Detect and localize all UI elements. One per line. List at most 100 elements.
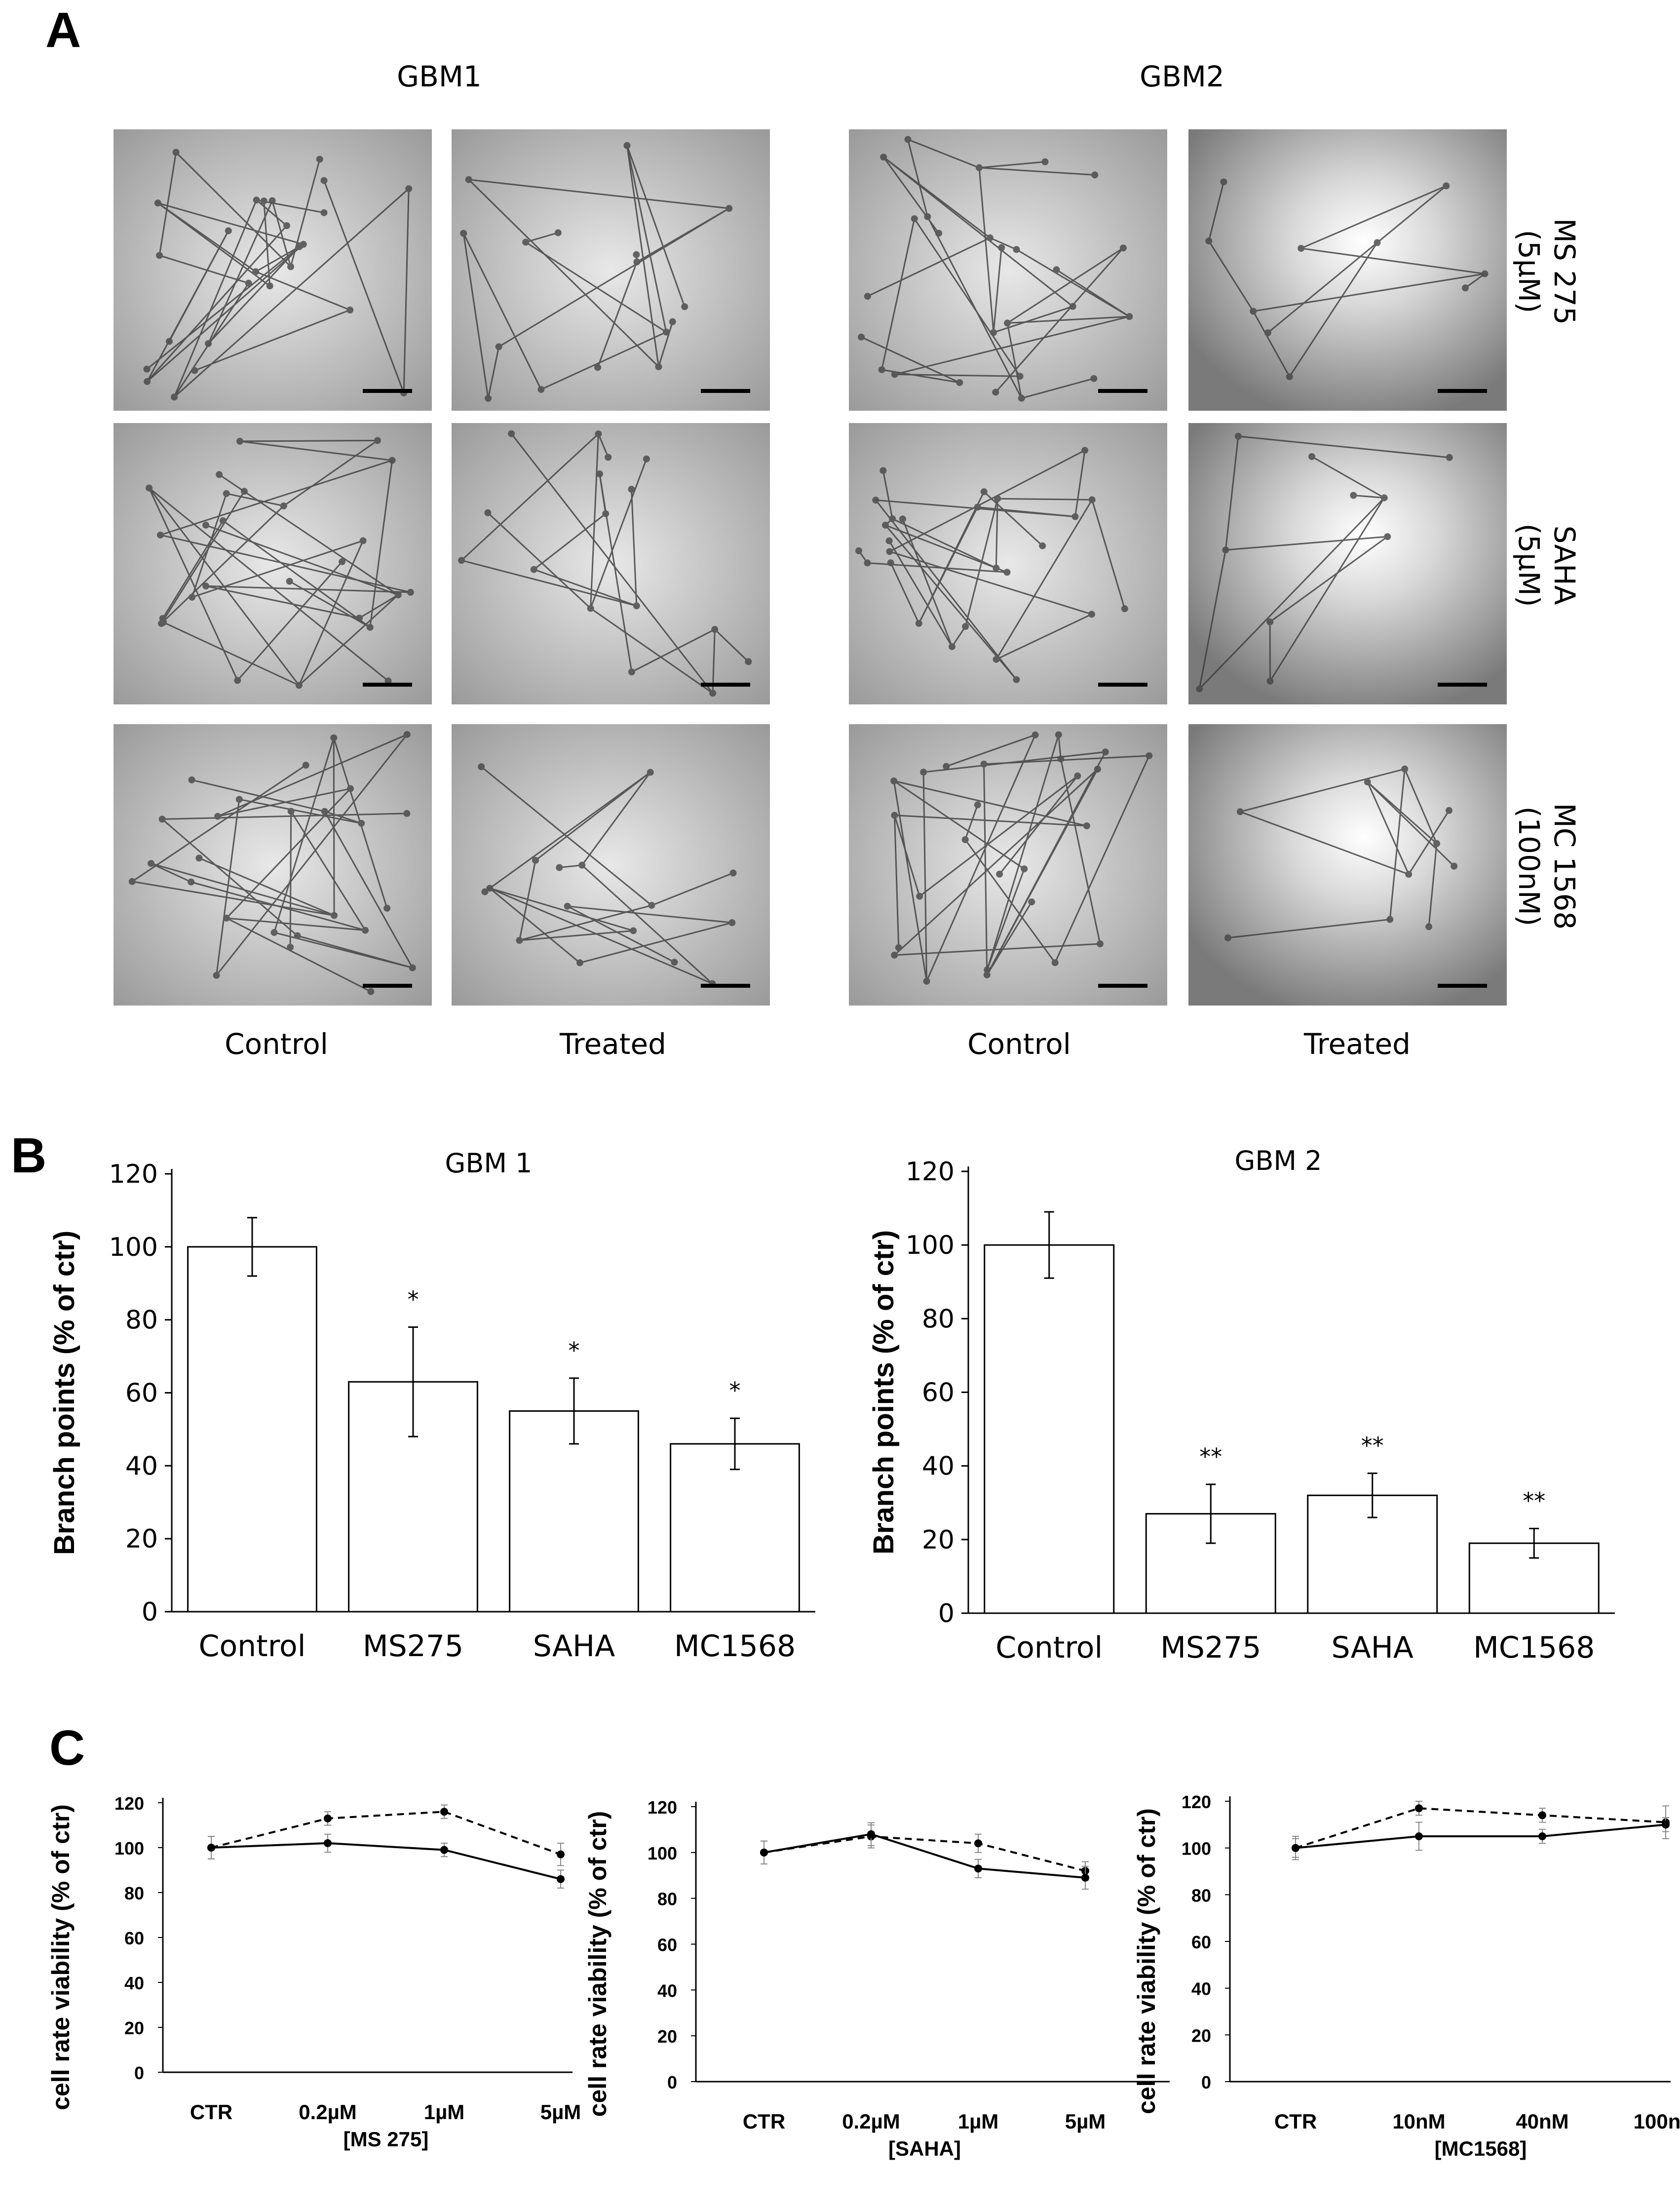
series-line xyxy=(211,1842,561,1880)
data-point xyxy=(557,1850,565,1859)
y-tick-label: 120 xyxy=(1182,1792,1211,1812)
series-line xyxy=(764,1833,1086,1879)
x-tick-label: MS275 xyxy=(1160,1630,1261,1665)
y-tick-label: 0 xyxy=(1201,2072,1211,2092)
x-axis-label: [MS 275] xyxy=(344,2128,429,2151)
significance-marker: ** xyxy=(1523,1487,1545,1514)
x-tick-label: 10nM xyxy=(1392,2110,1445,2133)
micrograph-image xyxy=(849,129,1167,411)
micrograph-image xyxy=(849,724,1167,1006)
data-point xyxy=(1415,1832,1423,1840)
micrograph-image xyxy=(849,423,1167,704)
panel-label-a: A xyxy=(45,2,81,58)
bar xyxy=(1307,1494,1438,1614)
micrograph-image xyxy=(114,423,432,704)
y-axis-label: cell rate viability (% of ctr) xyxy=(47,1804,75,2110)
svg-text:(5µM): (5µM) xyxy=(1512,230,1546,313)
y-tick-label: 0 xyxy=(142,1597,158,1627)
significance-marker: * xyxy=(729,1377,741,1404)
data-point xyxy=(440,1808,448,1816)
x-tick-label: 1µM xyxy=(958,2110,999,2133)
y-tick-label: 40 xyxy=(657,1980,677,2001)
svg-text:MS 275: MS 275 xyxy=(1548,218,1581,325)
y-tick-label: 100 xyxy=(1182,1839,1211,1859)
y-tick-label: 80 xyxy=(1191,1885,1211,1905)
y-tick-label: 60 xyxy=(125,1379,158,1408)
bar xyxy=(187,1246,317,1613)
y-tick-label: 80 xyxy=(125,1306,158,1335)
y-tick-label: 20 xyxy=(125,1524,158,1554)
y-tick-label: 20 xyxy=(922,1525,955,1555)
micrograph-image xyxy=(452,129,770,411)
significance-marker: ** xyxy=(1199,1443,1222,1470)
x-tick-label: 40nM xyxy=(1516,2110,1568,2133)
line-chart-saha: 0 20 40 60 80 100 120 cell rate viability (% of… xyxy=(584,1797,1170,2160)
panel-label-b: B xyxy=(11,1128,46,1183)
data-point xyxy=(440,1846,448,1854)
svg-text:SAHA: SAHA xyxy=(1548,526,1581,605)
x-tick-label: 1µM xyxy=(424,2100,465,2124)
svg-text:(100nM): (100nM) xyxy=(1512,807,1546,927)
data-point xyxy=(1415,1804,1423,1813)
y-tick-label: 60 xyxy=(657,1935,677,1955)
y-tick-label: 80 xyxy=(124,1883,144,1903)
panel-label-c: C xyxy=(49,1720,85,1776)
y-axis-label: cell rate viability (% of ctr) xyxy=(1133,1808,1160,2114)
series-line xyxy=(211,1811,561,1856)
x-tick-label: MC1568 xyxy=(1473,1630,1595,1665)
y-tick-label: 80 xyxy=(657,1889,677,1909)
micrograph-image xyxy=(1188,129,1507,411)
data-point xyxy=(1538,1811,1546,1820)
column-label-gbm2-treated: Treated xyxy=(1303,1027,1411,1061)
y-axis-label: Branch points (% of ctr) xyxy=(48,1231,80,1555)
x-axis-label: [SAHA] xyxy=(888,2137,961,2160)
svg-text:(5µM): (5µM) xyxy=(1512,523,1546,607)
x-tick-label: 5µM xyxy=(1065,2110,1106,2133)
data-point xyxy=(557,1875,565,1883)
x-tick-label: Control xyxy=(995,1630,1103,1665)
y-tick-label: 20 xyxy=(1191,2025,1211,2046)
data-point xyxy=(1292,1844,1299,1852)
significance-marker: * xyxy=(408,1286,419,1313)
y-tick-label: 120 xyxy=(648,1797,677,1818)
y-tick-label: 60 xyxy=(922,1378,955,1408)
bar xyxy=(984,1244,1115,1614)
y-tick-label: 100 xyxy=(906,1231,955,1260)
data-point xyxy=(1662,1821,1670,1829)
data-point xyxy=(760,1848,768,1857)
chart-title: GBM 1 xyxy=(445,1148,532,1179)
y-tick-label: 0 xyxy=(667,2072,677,2092)
y-tick-label: 100 xyxy=(109,1233,158,1262)
y-tick-label: 0 xyxy=(938,1599,955,1628)
y-axis-label: cell rate viability (% of ctr) xyxy=(584,1811,611,2117)
micrograph-image xyxy=(1188,423,1507,704)
bar-chart-gbm2: 0 20 40 60 80 100 120 GBM 2 Branch points (% of … xyxy=(868,1145,1615,1665)
data-point xyxy=(867,1830,875,1838)
row-label-mc1568: MC 1568 (100nM) xyxy=(1512,803,1581,930)
y-tick-label: 20 xyxy=(657,2026,677,2047)
chart-title: GBM 2 xyxy=(1234,1145,1322,1176)
x-tick-label: CTR xyxy=(1274,2110,1317,2133)
x-tick-label: CTR xyxy=(743,2110,785,2133)
column-label-gbm1-control: Control xyxy=(225,1027,328,1061)
y-tick-label: 80 xyxy=(922,1304,955,1334)
y-tick-label: 120 xyxy=(115,1793,144,1814)
y-tick-label: 40 xyxy=(124,1973,144,1993)
y-tick-label: 100 xyxy=(115,1838,144,1859)
data-point xyxy=(324,1814,332,1822)
y-tick-label: 40 xyxy=(1191,1979,1211,1999)
x-axis-label: [MC1568] xyxy=(1435,2137,1527,2160)
y-tick-label: 100 xyxy=(648,1843,677,1863)
group-label-gbm2: GBM2 xyxy=(1140,60,1224,93)
line-chart-ms275: 0 20 40 60 80 100 120 cell rate viability (% of… xyxy=(47,1793,581,2151)
column-label-gbm2-control: Control xyxy=(967,1027,1071,1061)
micrograph-image xyxy=(114,129,432,411)
series-line xyxy=(764,1835,1086,1872)
svg-text:MC 1568: MC 1568 xyxy=(1548,803,1581,930)
data-point xyxy=(324,1839,332,1847)
x-tick-label: Control xyxy=(199,1629,306,1664)
x-tick-label: 0.2µM xyxy=(299,2100,357,2124)
x-tick-label: 0.2µM xyxy=(842,2110,900,2133)
micrograph-grid xyxy=(114,129,1507,1006)
